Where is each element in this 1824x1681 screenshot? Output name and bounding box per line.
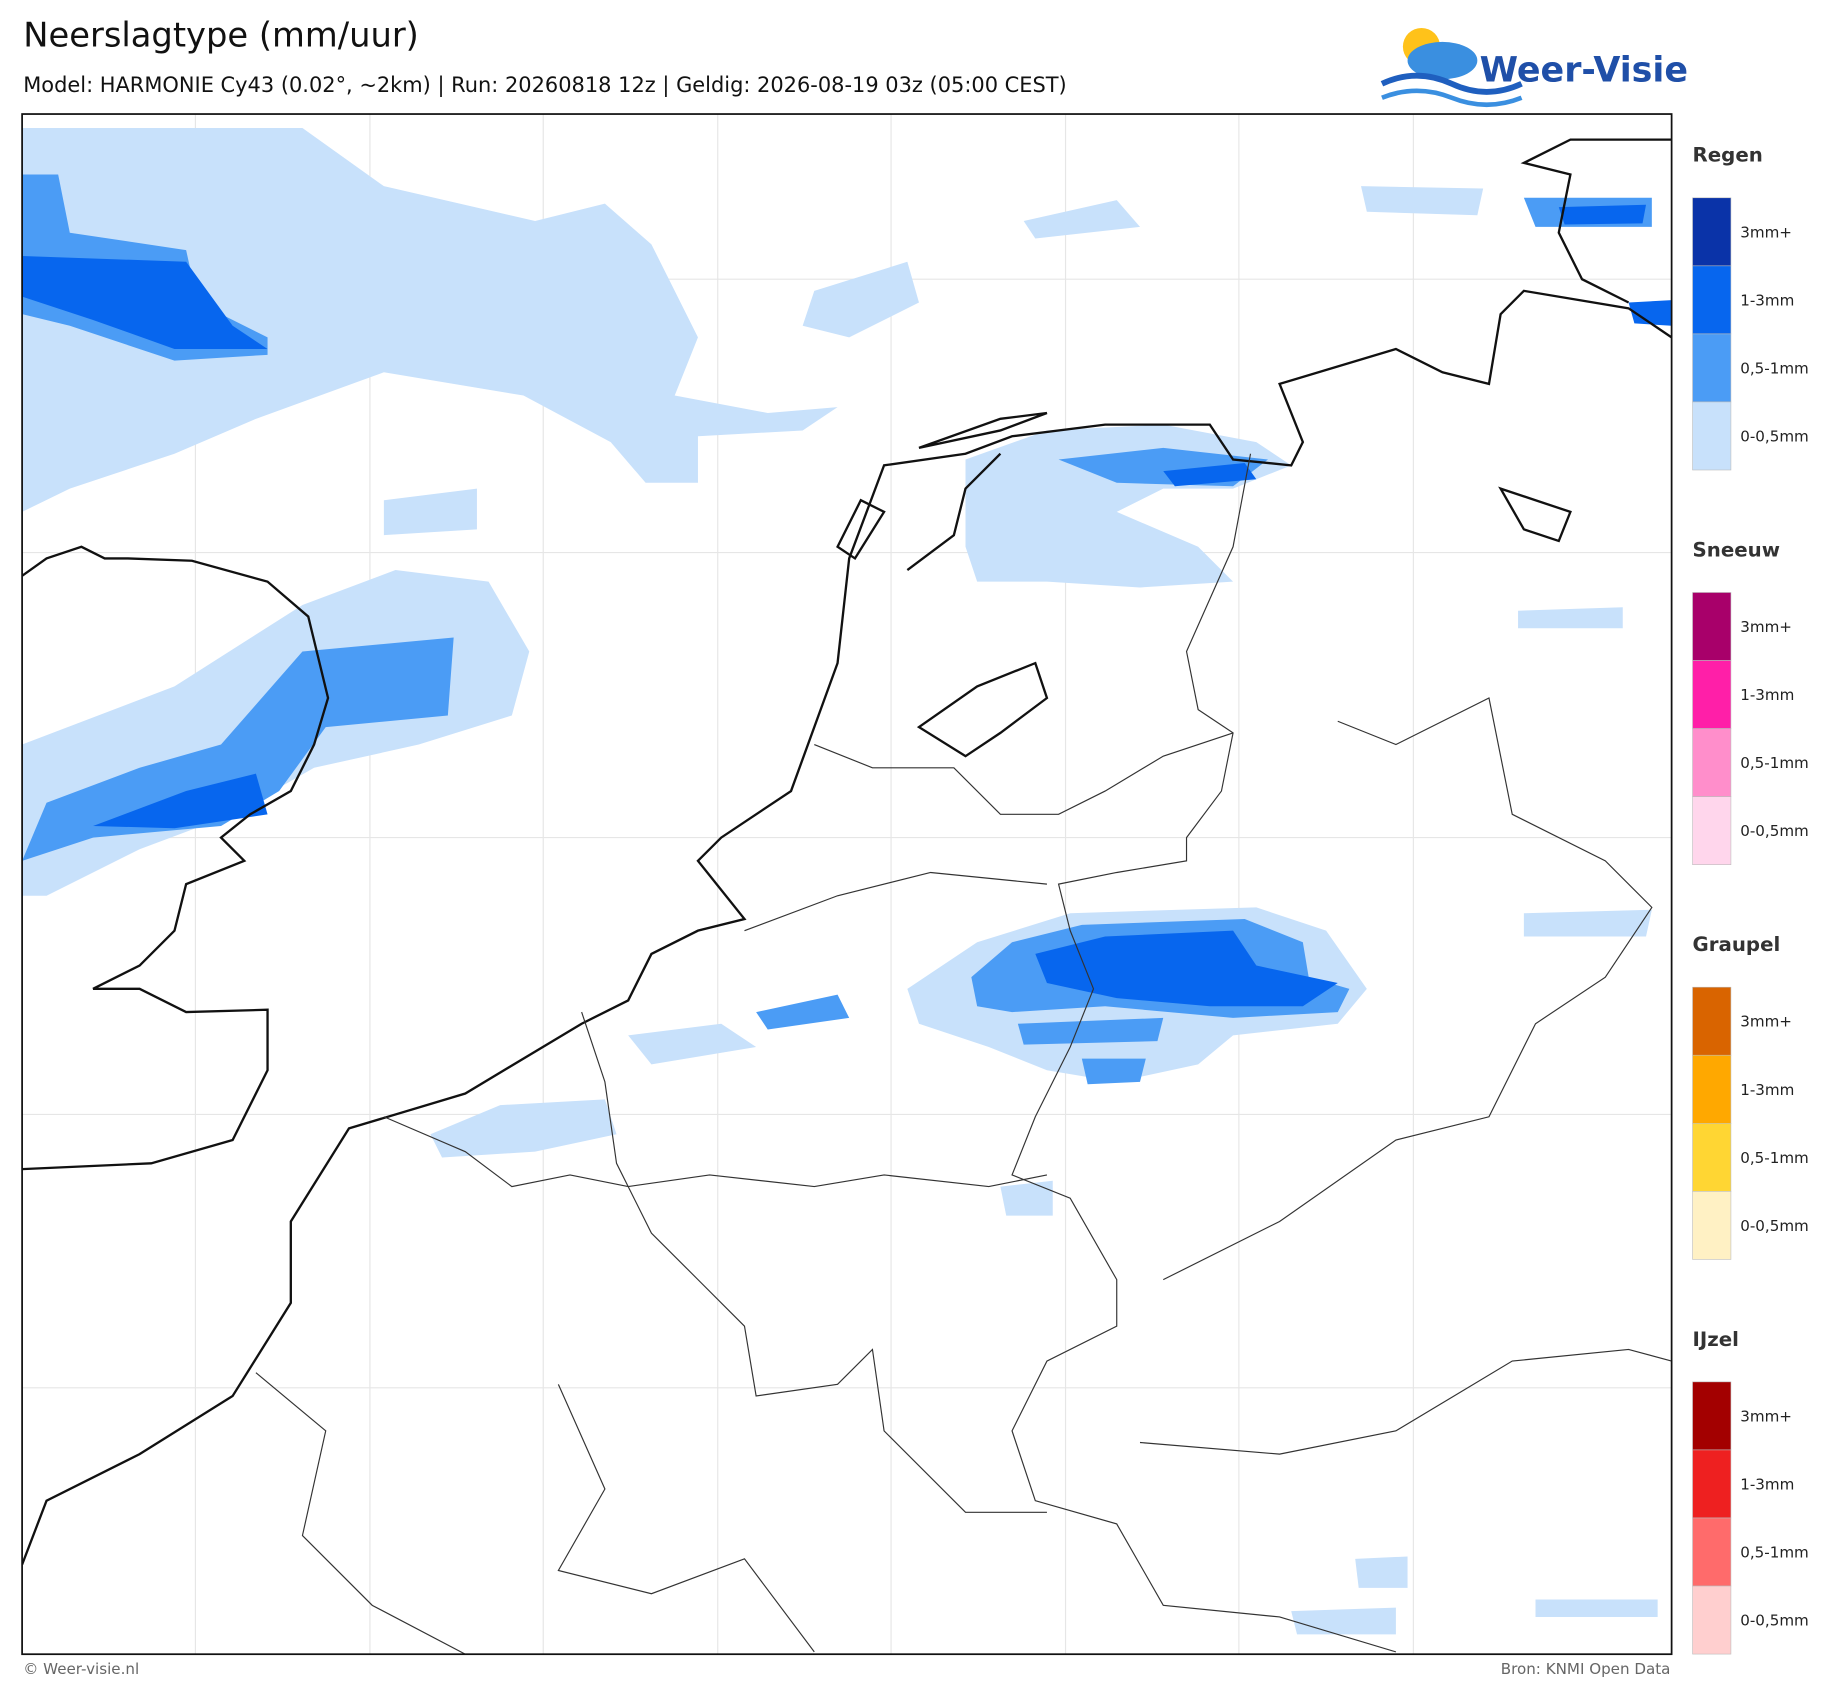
legend-label: 0,5-1mm — [1740, 1544, 1809, 1562]
legend-swatch — [1692, 1585, 1732, 1655]
title: Neerslagtype (mm/uur) — [23, 16, 419, 55]
legend-label: 1-3mm — [1740, 1475, 1794, 1493]
subtitle: Model: HARMONIE Cy43 (0.02°, ~2km) | Run… — [23, 73, 1066, 98]
legend-swatch — [1692, 1449, 1732, 1519]
legend-label: 0-0,5mm — [1740, 822, 1809, 840]
legend-label: 0-0,5mm — [1740, 1217, 1809, 1235]
legend-label: 0,5-1mm — [1740, 1149, 1809, 1167]
legend-swatch — [1692, 796, 1732, 865]
legend-swatch — [1692, 986, 1732, 1056]
legend-swatch — [1692, 333, 1732, 403]
legend-swatch — [1692, 1517, 1732, 1587]
map-frame — [21, 113, 1673, 1656]
legend-swatch — [1692, 592, 1732, 661]
footer-left: © Weer-visie.nl — [23, 1660, 139, 1678]
legend-label: 1-3mm — [1740, 686, 1794, 704]
legend-label: 1-3mm — [1740, 291, 1794, 309]
legend-swatch — [1692, 265, 1732, 335]
legend-label: 0-0,5mm — [1740, 428, 1809, 446]
map — [22, 114, 1672, 1655]
legend-label: 0,5-1mm — [1740, 754, 1809, 772]
legend-swatch — [1692, 401, 1732, 471]
legend-swatch — [1692, 1122, 1732, 1192]
logo-text: Weer-Visie — [1480, 50, 1688, 90]
legend-label: 3mm+ — [1740, 618, 1792, 636]
legend-label: 1-3mm — [1740, 1081, 1794, 1099]
legend-label: 3mm+ — [1740, 223, 1792, 241]
legend-label: 3mm+ — [1740, 1407, 1792, 1425]
legend-swatch — [1692, 1054, 1732, 1124]
legend-label: 0,5-1mm — [1740, 359, 1809, 377]
legend-label: 3mm+ — [1740, 1013, 1792, 1031]
coastlines — [22, 138, 1672, 1566]
legend-title: Graupel — [1693, 933, 1781, 956]
logo: Weer-Visie — [1380, 27, 1688, 107]
legend-title: Sneeuw — [1693, 538, 1780, 561]
legend-label: 0-0,5mm — [1740, 1612, 1809, 1630]
legend-swatch — [1692, 197, 1732, 267]
legend-title: IJzel — [1693, 1328, 1739, 1351]
legend-swatch — [1692, 728, 1732, 797]
legend-swatch — [1692, 1381, 1732, 1451]
legend-swatch — [1692, 660, 1732, 729]
legend-title: Regen — [1693, 144, 1763, 167]
legend: Regen 3mm+ 1-3mm 0,5-1mm 0-0,5mm Sneeuw 3mm+ 1-… — [1692, 144, 1809, 1655]
borders — [255, 453, 1672, 1655]
precip-heavy — [22, 204, 1672, 1007]
footer-right: Bron: KNMI Open Data — [1501, 1660, 1671, 1678]
legend-swatch — [1692, 1191, 1732, 1260]
